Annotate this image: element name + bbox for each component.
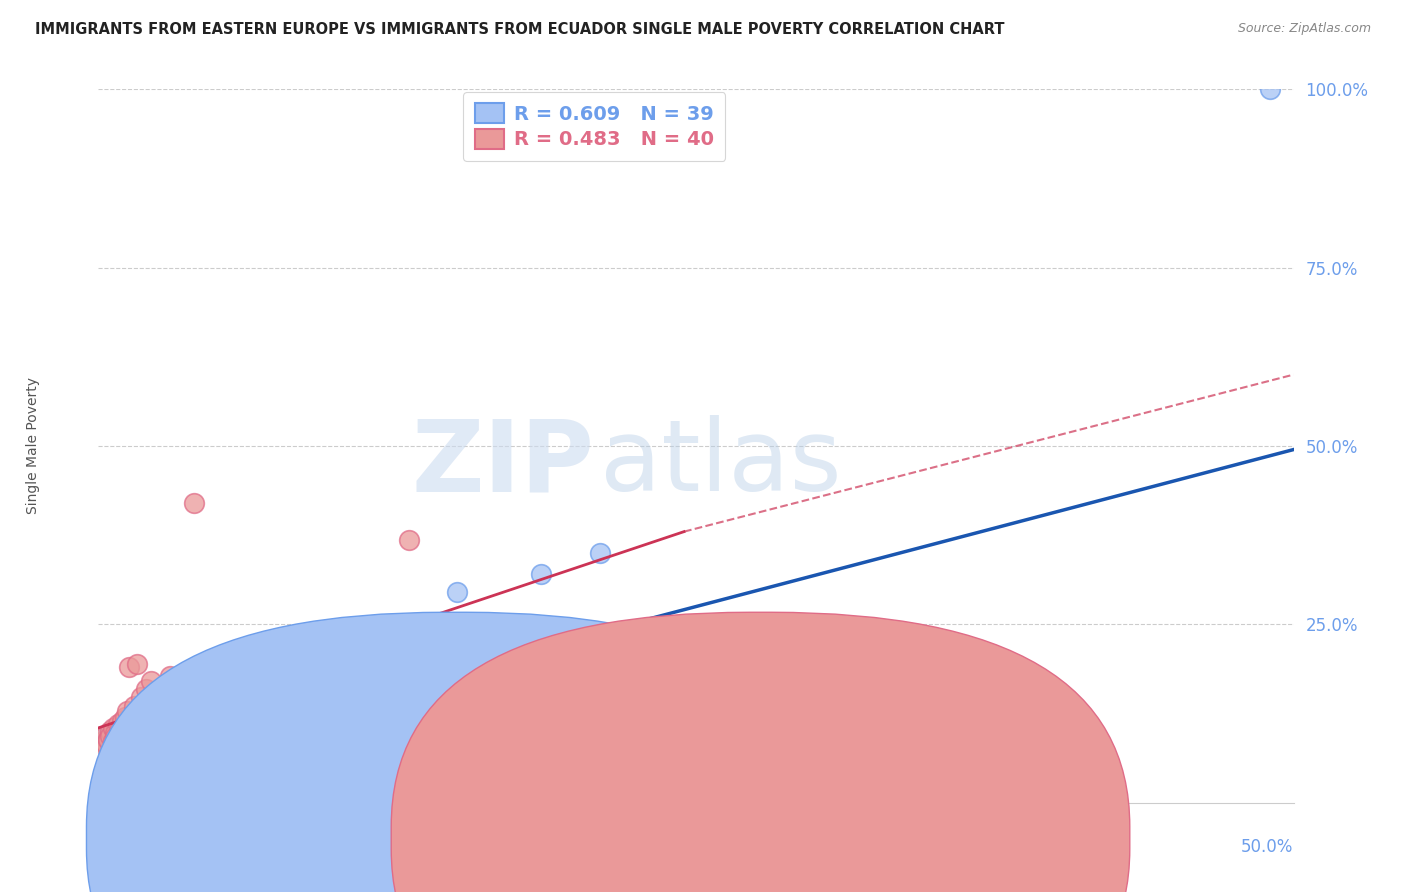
Point (124, 699, 146, 714)
Point (159, 669, 181, 683)
Point (135, 696, 157, 710)
Point (166, 690, 188, 705)
Point (101, 726, 124, 740)
Text: ZIP: ZIP (412, 416, 595, 512)
Point (111, 730, 134, 744)
Point (115, 705, 138, 719)
Point (793, 671, 815, 685)
Point (159, 674, 181, 689)
Text: Immigrants from Ecuador: Immigrants from Ecuador (779, 837, 957, 851)
Point (125, 706, 148, 721)
Point (108, 721, 131, 735)
Point (219, 657, 242, 671)
Point (101, 721, 124, 735)
Text: Immigrants from Eastern Europe: Immigrants from Eastern Europe (475, 837, 702, 851)
Point (172, 685, 194, 699)
Point (243, 674, 266, 689)
Point (94, 728, 117, 742)
Point (91, 740, 114, 755)
Point (876, 671, 898, 685)
Point (97, 731, 120, 746)
Point (135, 681, 157, 696)
Point (107, 724, 129, 739)
Point (107, 734, 129, 748)
Point (111, 714, 134, 728)
Point (183, 496, 205, 510)
Point (115, 714, 138, 728)
Point (139, 674, 162, 689)
Point (104, 739, 127, 753)
Point (231, 664, 253, 678)
Point (589, 546, 612, 560)
Point (97, 733, 120, 747)
Point (118, 660, 141, 674)
Text: Single Male Poverty: Single Male Poverty (25, 377, 39, 515)
Point (155, 681, 177, 696)
Text: atlas: atlas (600, 416, 842, 512)
Text: IMMIGRANTS FROM EASTERN EUROPE VS IMMIGRANTS FROM ECUADOR SINGLE MALE POVERTY CO: IMMIGRANTS FROM EASTERN EUROPE VS IMMIGR… (35, 22, 1005, 37)
Point (446, 676, 468, 690)
Point (91, 735, 114, 749)
Point (131, 701, 153, 715)
Point (139, 692, 162, 706)
Point (98, 730, 122, 744)
Point (207, 671, 229, 685)
Point (756, 628, 779, 642)
Point (107, 735, 129, 749)
Point (995, 685, 1018, 699)
Point (97, 737, 120, 751)
Point (107, 717, 129, 731)
Point (94, 742, 117, 756)
Point (179, 683, 201, 698)
FancyBboxPatch shape (391, 612, 1130, 892)
Text: 0.0%: 0.0% (98, 838, 141, 856)
Point (506, 669, 529, 683)
Point (131, 690, 153, 705)
Text: 50.0%: 50.0% (1241, 838, 1294, 856)
Point (94, 737, 117, 751)
Text: Source: ZipAtlas.com: Source: ZipAtlas.com (1237, 22, 1371, 36)
Point (104, 730, 127, 744)
Point (121, 715, 143, 730)
Point (94, 731, 117, 746)
Point (90, 735, 112, 749)
Point (114, 710, 136, 724)
Point (111, 717, 134, 731)
Point (98, 724, 122, 739)
Point (148, 685, 170, 699)
Point (124, 712, 146, 726)
FancyBboxPatch shape (87, 612, 825, 892)
Point (108, 731, 131, 746)
Point (155, 687, 177, 701)
Point (108, 721, 131, 735)
Point (1258, 82, 1281, 96)
Point (98, 730, 122, 744)
Point (530, 567, 553, 582)
Point (104, 726, 127, 740)
Point (114, 721, 136, 735)
Point (125, 657, 148, 671)
Point (446, 585, 468, 599)
Point (97, 728, 120, 742)
Point (302, 671, 325, 685)
Point (936, 664, 959, 678)
Point (108, 726, 131, 740)
Point (101, 733, 124, 747)
Point (101, 733, 124, 747)
Point (163, 671, 186, 685)
Point (148, 698, 170, 712)
Point (398, 533, 420, 548)
Point (118, 710, 141, 724)
Legend: R = 0.609   N = 39, R = 0.483   N = 40: R = 0.609 N = 39, R = 0.483 N = 40 (463, 92, 725, 161)
Point (104, 730, 127, 744)
Point (98, 740, 122, 755)
